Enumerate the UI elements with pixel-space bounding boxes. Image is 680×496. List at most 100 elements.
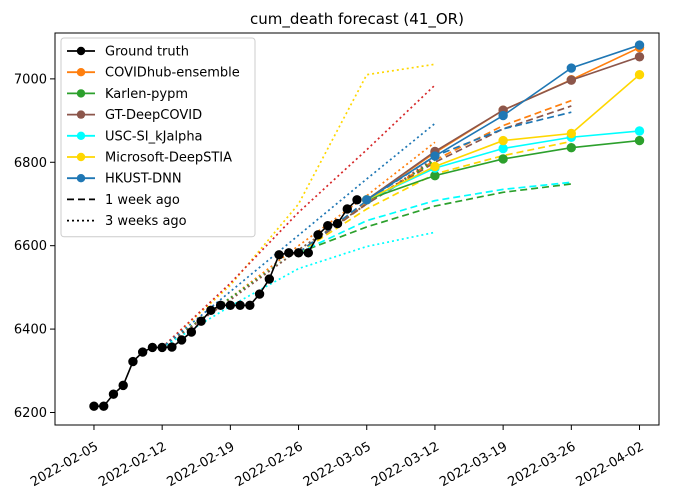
data-point-ground-truth	[89, 401, 99, 411]
legend-marker	[76, 110, 86, 119]
series-forecast-dashed-8	[298, 183, 572, 254]
legend-marker	[76, 46, 86, 56]
x-tick-label: 2022-03-26	[505, 439, 578, 490]
x-tick-label: 2022-03-19	[437, 439, 510, 490]
data-point-karlen-pypm	[566, 142, 577, 153]
x-tick-label: 2022-03-12	[369, 439, 442, 490]
data-point-ground-truth	[284, 248, 294, 258]
data-point-hkust-dnn	[634, 40, 645, 50]
y-tick-label: 6800	[14, 156, 47, 171]
x-tick-label: 2022-02-26	[233, 439, 306, 490]
legend-marker	[76, 89, 86, 98]
data-point-ground-truth	[245, 300, 255, 311]
series-forecast-dashed-10	[298, 181, 572, 254]
series-line-forecast-dotted-15	[161, 157, 436, 349]
series-line-forecast-dotted-17	[161, 63, 436, 349]
legend-label: COVIDhub-ensemble	[105, 66, 240, 81]
series-line-forecast-dotted-18	[161, 84, 436, 349]
data-point-ground-truth	[235, 300, 245, 311]
x-tick-label: 2022-04-02	[574, 439, 647, 490]
legend-marker	[76, 174, 86, 183]
series-forecast-dotted-18	[161, 84, 436, 349]
x-tick-label: 2022-02-12	[96, 439, 169, 490]
data-point-ground-truth	[157, 342, 167, 353]
data-point-gt-deepcovid	[566, 75, 577, 85]
legend-label: Karlen-pypm	[105, 87, 188, 102]
legend-marker	[76, 152, 86, 162]
legend-label: HKUST-DNN	[105, 172, 182, 187]
data-point-ground-truth	[293, 248, 304, 258]
series-hkust-dnn	[362, 40, 645, 205]
x-tick-label: 2022-02-19	[165, 439, 238, 490]
legend-label: Ground truth	[105, 45, 189, 60]
legend-item-microsoft-deepstia: Microsoft-DeepSTIA	[67, 151, 232, 166]
plot-area	[54, 32, 660, 426]
y-tick-label: 6600	[14, 239, 47, 254]
data-point-hkust-dnn	[430, 151, 440, 161]
legend-label: GT-DeepCOVID	[105, 108, 202, 123]
data-point-ground-truth	[264, 274, 275, 284]
data-point-usc-si-kjalpha	[634, 126, 645, 136]
data-point-ground-truth	[225, 300, 236, 311]
data-point-microsoft-deepstia	[566, 128, 577, 139]
legend-marker	[76, 131, 86, 140]
series-ground-truth	[89, 195, 362, 411]
legend-label: Microsoft-DeepSTIA	[105, 151, 232, 166]
data-point-microsoft-deepstia	[430, 161, 440, 172]
data-point-ground-truth	[147, 342, 158, 353]
data-point-ground-truth	[137, 347, 148, 357]
legend-item-3-weeks-ago: 3 weeks ago	[67, 214, 187, 229]
data-point-ground-truth	[167, 342, 177, 352]
data-point-hkust-dnn	[362, 195, 372, 205]
series-layer	[89, 40, 645, 411]
series-microsoft-deepstia	[362, 70, 645, 205]
data-point-microsoft-deepstia	[634, 70, 645, 80]
data-point-ground-truth	[313, 230, 323, 240]
series-forecast-dotted-19	[161, 122, 436, 349]
data-point-ground-truth	[274, 250, 284, 260]
legend-item-usc-si-kjalpha: USC-SI_kJalpha	[67, 129, 203, 144]
data-point-ground-truth	[342, 204, 352, 214]
legend-item-hkust-dnn: HKUST-DNN	[67, 172, 182, 187]
legend-item-covidhub-ensemble: COVIDhub-ensemble	[67, 66, 240, 81]
x-tick-label: 2022-02-05	[28, 439, 101, 490]
data-point-usc-si-kjalpha	[498, 143, 508, 154]
y-tick-label: 7000	[14, 72, 47, 87]
data-point-karlen-pypm	[498, 154, 508, 164]
series-forecast-dotted-15	[161, 157, 436, 349]
series-forecast-dashed-12	[298, 111, 572, 254]
legend-item-1-week-ago: 1 week ago	[67, 193, 180, 208]
data-point-ground-truth	[196, 316, 206, 326]
legend: Ground truth COVIDhub-ensemble Karlen-pypm…	[60, 37, 256, 238]
series-line-forecast-dotted-19	[161, 122, 436, 349]
data-point-karlen-pypm	[634, 135, 645, 146]
legend-item-gt-deepcovid: GT-DeepCOVID	[67, 108, 202, 123]
series-line-ground-truth	[93, 199, 358, 408]
data-point-ground-truth	[254, 289, 265, 299]
data-point-ground-truth	[99, 401, 109, 411]
y-tick-label: 6400	[14, 323, 47, 338]
legend-item-karlen-pypm: Karlen-pypm	[67, 87, 188, 102]
legend-marker	[76, 68, 86, 77]
legend-box	[60, 37, 256, 238]
data-point-ground-truth	[118, 380, 128, 391]
data-point-hkust-dnn	[566, 63, 577, 73]
data-point-hkust-dnn	[498, 110, 508, 121]
data-point-microsoft-deepstia	[498, 135, 508, 146]
chart-title: cum_death forecast (41_OR)	[250, 10, 464, 29]
series-line-forecast-dashed-12	[298, 111, 572, 254]
data-point-ground-truth	[352, 195, 362, 205]
data-point-ground-truth	[215, 300, 226, 311]
series-covidhub-ensemble	[362, 42, 645, 205]
series-forecast-dotted-17	[161, 63, 436, 349]
series-line-forecast-dashed-8	[298, 183, 572, 254]
data-point-ground-truth	[323, 220, 333, 231]
legend-label: USC-SI_kJalpha	[105, 129, 203, 144]
legend-label: 1 week ago	[105, 193, 180, 208]
data-point-ground-truth	[332, 218, 343, 229]
legend-item-ground-truth: Ground truth	[67, 45, 189, 60]
data-point-ground-truth	[176, 335, 187, 345]
series-line-forecast-dashed-10	[298, 181, 572, 254]
data-point-gt-deepcovid	[634, 52, 645, 62]
